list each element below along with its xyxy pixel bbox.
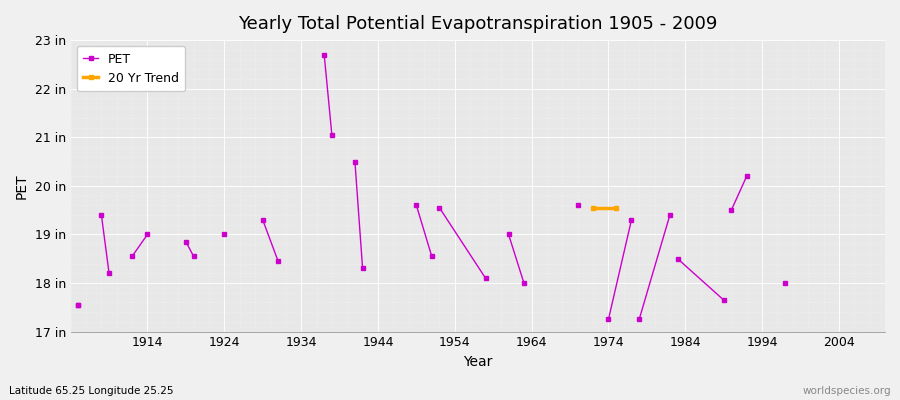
Text: Latitude 65.25 Longitude 25.25: Latitude 65.25 Longitude 25.25	[9, 386, 174, 396]
Legend: PET, 20 Yr Trend: PET, 20 Yr Trend	[76, 46, 185, 91]
Title: Yearly Total Potential Evapotranspiration 1905 - 2009: Yearly Total Potential Evapotranspiratio…	[238, 15, 717, 33]
X-axis label: Year: Year	[464, 355, 492, 369]
Line: 20 Yr Trend: 20 Yr Trend	[591, 206, 618, 210]
20 Yr Trend	[611, 205, 622, 210]
Y-axis label: PET: PET	[15, 173, 29, 199]
20 Yr Trend	[588, 205, 598, 210]
Text: worldspecies.org: worldspecies.org	[803, 386, 891, 396]
